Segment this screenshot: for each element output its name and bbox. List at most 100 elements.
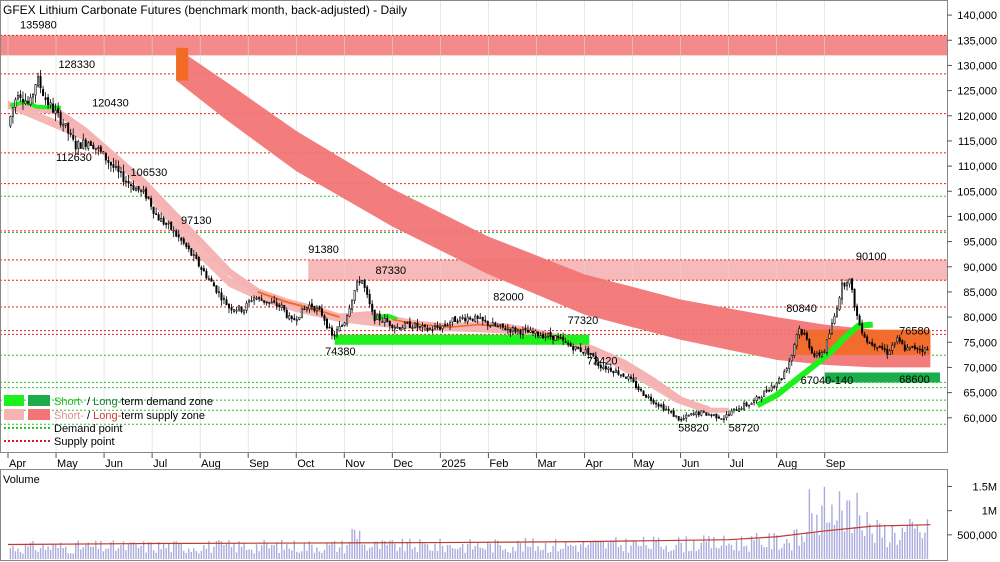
volume-bar	[366, 550, 368, 559]
volume-bar	[85, 544, 87, 559]
volume-bar	[778, 549, 780, 559]
volume-bar	[735, 540, 738, 559]
volume-bar	[831, 504, 833, 559]
candle-body	[898, 337, 901, 342]
candle-body	[361, 280, 364, 284]
volume-bar	[451, 548, 454, 559]
candle-body	[351, 299, 354, 310]
candle-body	[564, 341, 567, 343]
volume-bar	[396, 551, 399, 559]
volume-bar	[296, 551, 298, 559]
time-tick-label: May	[57, 458, 78, 470]
time-tick-label: Sep	[249, 458, 269, 470]
volume-bar	[368, 547, 371, 559]
candle-body	[755, 396, 758, 402]
volume-bar	[564, 541, 567, 559]
candle-body	[413, 322, 416, 328]
candle-body	[474, 315, 477, 322]
volume-bar	[326, 542, 328, 559]
candle-body	[235, 309, 238, 312]
volume-bar	[828, 522, 831, 559]
time-tick-label: Dec	[393, 458, 413, 470]
volume-bar	[441, 545, 444, 559]
candle-body	[343, 322, 346, 327]
candle-body	[732, 408, 735, 411]
volume-bar	[806, 532, 808, 559]
candle-body	[559, 337, 562, 339]
candle-body	[612, 370, 615, 374]
candle-body	[883, 348, 886, 351]
volume-bar	[225, 543, 228, 559]
volume-bar	[582, 540, 584, 559]
candle-body	[150, 198, 153, 207]
candle-body	[220, 292, 223, 301]
candle-body	[155, 213, 158, 215]
candle-body	[185, 242, 188, 248]
price-panel-border	[0, 0, 948, 453]
candle-body	[830, 322, 833, 334]
candle-body	[160, 217, 163, 222]
volume-bar	[351, 528, 353, 559]
candle-body	[667, 408, 670, 411]
candle-body	[901, 340, 904, 345]
candle-body	[310, 303, 313, 308]
volume-bar	[333, 541, 336, 559]
candle-body	[57, 108, 60, 114]
volume-bar	[680, 542, 682, 559]
price-annotation: 106530	[131, 167, 168, 179]
zones-layer	[7, 47, 940, 414]
volume-bar	[924, 532, 926, 559]
volume-bar	[838, 491, 841, 559]
volume-bar	[642, 536, 645, 559]
volume-bar	[399, 547, 401, 559]
volume-bar	[363, 544, 366, 559]
price-tick-label: 115,000	[958, 136, 997, 148]
volume-bar	[210, 552, 213, 559]
volume-bar	[100, 540, 102, 559]
short-term-supply-zone	[8, 100, 729, 413]
candle-body	[459, 316, 462, 322]
volume-bar	[293, 540, 295, 559]
candle-body	[622, 373, 625, 377]
volume-bar	[509, 552, 512, 559]
candle-body	[182, 238, 185, 244]
time-tick-label: Jun	[682, 458, 700, 470]
price-tick-label: 140,000	[957, 10, 997, 22]
volume-bar	[524, 537, 527, 559]
candle-body	[313, 306, 316, 312]
volume-bar	[135, 544, 137, 559]
volume-bar	[283, 549, 285, 559]
candle-body	[411, 327, 414, 329]
candle-body	[607, 367, 610, 370]
candle-body	[177, 234, 180, 238]
volume-bar	[600, 541, 602, 559]
candle-body	[868, 342, 871, 344]
candle-body	[373, 309, 376, 322]
candle-body	[675, 415, 678, 417]
candle-body	[743, 403, 746, 410]
volume-bar	[276, 542, 278, 559]
volume-bar	[444, 552, 446, 559]
volume-bar	[728, 543, 730, 559]
candle-body	[913, 345, 916, 349]
candle-body	[119, 171, 122, 173]
volume-bar	[497, 540, 499, 559]
candle-body	[692, 413, 695, 416]
volume-bar	[602, 541, 605, 559]
candle-body	[258, 297, 261, 299]
candle-body	[32, 94, 35, 98]
volume-bar	[117, 548, 120, 559]
volume-bar	[409, 538, 411, 559]
volume-bar	[853, 526, 856, 559]
volume-bar	[750, 536, 753, 559]
volume-bar	[650, 549, 652, 559]
candle-body	[243, 309, 246, 314]
candle-body	[499, 324, 502, 326]
volume-bar	[622, 551, 625, 559]
time-tick-label: Mar	[537, 458, 556, 470]
candle-body	[147, 196, 150, 199]
time-tick-label: Jun	[105, 458, 123, 470]
candle-body	[511, 327, 514, 332]
candle-body	[190, 248, 193, 256]
volume-bar	[580, 544, 582, 559]
